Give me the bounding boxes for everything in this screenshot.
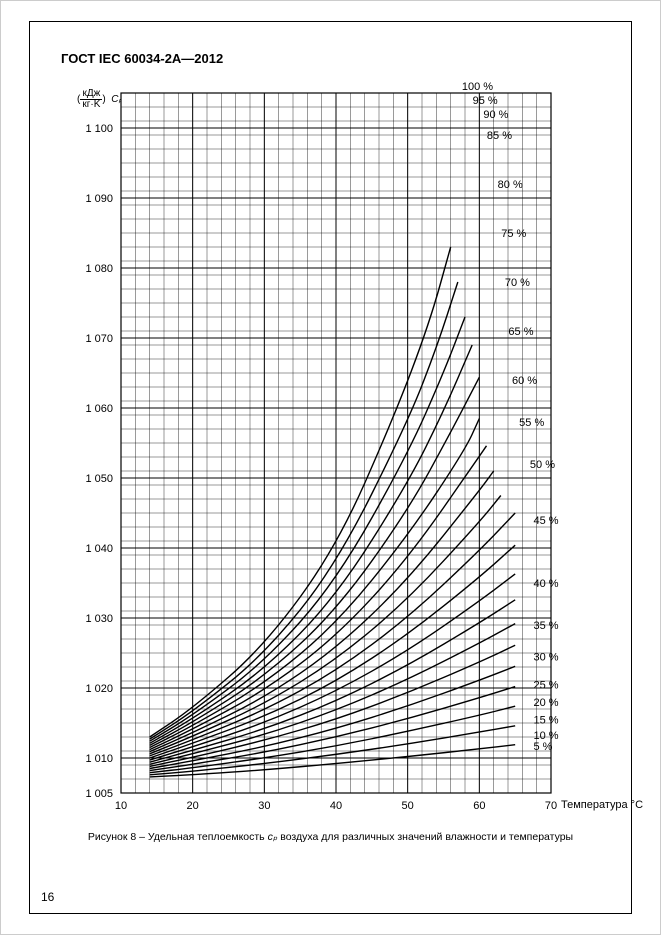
figure-caption: Рисунок 8 – Удельная теплоемкость cₚ воз… [1,831,660,843]
chart-svg: 10 20 30 40 50 60 70 1 005 1 010 1 020 1 030 1 040 1… [1,1,661,831]
svg-text:50 %: 50 % [530,459,555,471]
svg-text:30 %: 30 % [534,652,559,664]
svg-text:15 %: 15 % [534,715,559,727]
svg-text:95 %: 95 % [473,95,498,107]
svg-text:5 %: 5 % [534,741,553,753]
svg-text:70: 70 [545,800,557,812]
svg-text:10 %: 10 % [534,730,559,742]
svg-text:1 070: 1 070 [85,333,113,345]
caption-symbol: cₚ [268,831,278,843]
svg-text:1 080: 1 080 [85,263,113,275]
svg-text:45 %: 45 % [534,515,559,527]
page: ГОСТ IEC 60034-2A—2012 (кДжкг·K) Cₚ 1020… [0,0,661,935]
svg-text:1 030: 1 030 [85,613,113,625]
svg-text:65 %: 65 % [508,326,533,338]
svg-text:50: 50 [402,800,414,812]
caption-suffix: воздуха для различных значений влажности… [277,831,573,843]
svg-text:1 010: 1 010 [85,753,113,765]
svg-text:100 %: 100 % [462,81,493,93]
svg-text:20: 20 [187,800,199,812]
caption-prefix: Рисунок 8 – Удельная теплоемкость [88,831,268,843]
svg-text:1 090: 1 090 [85,193,113,205]
svg-text:60: 60 [473,800,485,812]
svg-text:1 060: 1 060 [85,403,113,415]
page-number: 16 [41,890,54,904]
svg-text:70 %: 70 % [505,277,530,289]
svg-text:40: 40 [330,800,342,812]
svg-text:1 050: 1 050 [85,473,113,485]
svg-text:1 020: 1 020 [85,683,113,695]
svg-text:25 %: 25 % [534,680,559,692]
svg-text:30: 30 [258,800,270,812]
x-axis-label: Температура °C [561,799,643,811]
svg-text:40 %: 40 % [534,578,559,590]
svg-text:35 %: 35 % [534,620,559,632]
svg-text:1 040: 1 040 [85,543,113,555]
svg-text:90 %: 90 % [483,109,508,121]
svg-text:75 %: 75 % [501,228,526,240]
svg-text:1 005: 1 005 [85,788,113,800]
svg-text:10: 10 [115,800,127,812]
svg-text:1 100: 1 100 [85,123,113,135]
svg-text:85 %: 85 % [487,130,512,142]
svg-text:55 %: 55 % [519,417,544,429]
chart: 10 20 30 40 50 60 70 1 005 1 010 1 020 1 030 1 040 1… [1,1,661,836]
svg-text:80 %: 80 % [498,179,523,191]
svg-text:20 %: 20 % [534,697,559,709]
svg-text:60 %: 60 % [512,375,537,387]
